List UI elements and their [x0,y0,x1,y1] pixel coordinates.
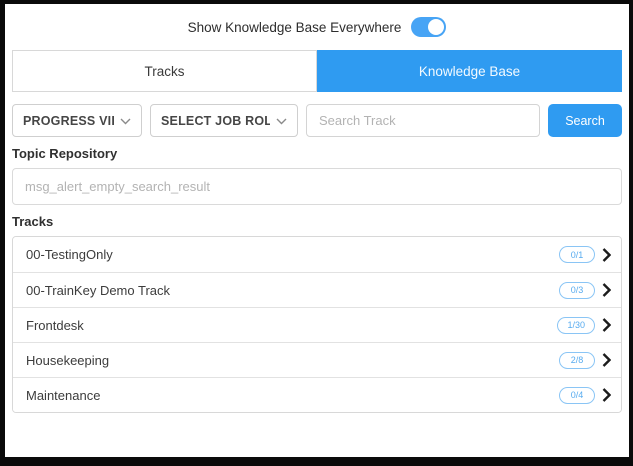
toggle-knob [428,19,445,35]
chevron-down-icon [276,112,287,130]
track-name: Housekeeping [26,352,110,368]
progress-badge: 0/4 [559,386,595,404]
track-name: 00-TestingOnly [26,247,113,262]
tab-tracks[interactable]: Tracks [12,50,317,92]
topic-repository-heading: Topic Repository [12,146,118,161]
track-row-trainkey-demo[interactable]: 00-TrainKey Demo Track 0/3 [13,272,621,307]
kb-everywhere-row: Show Knowledge Base Everywhere [12,15,622,39]
chevron-right-icon [602,283,611,297]
progress-badge: 1/30 [557,316,595,334]
topic-repository-search-input[interactable] [12,168,622,205]
track-row-maintenance[interactable]: Maintenance 0/4 [13,377,621,412]
progress-badge: 0/1 [559,246,595,263]
tab-bar: Tracks Knowledge Base [12,50,622,92]
progress-view-label: PROGRESS VIEW [23,113,114,128]
chevron-right-icon [602,388,611,402]
progress-view-dropdown[interactable]: PROGRESS VIEW [12,104,142,137]
tab-tracks-label: Tracks [144,63,185,79]
tracks-heading: Tracks [12,214,54,229]
track-name: 00-TrainKey Demo Track [26,282,171,298]
job-role-dropdown[interactable]: SELECT JOB ROLE [150,104,298,137]
kb-everywhere-toggle[interactable] [411,17,447,37]
kb-everywhere-label: Show Knowledge Base Everywhere [187,19,402,35]
chevron-down-icon [120,112,131,130]
search-button[interactable]: Search [548,104,622,137]
tab-knowledge-base-label: Knowledge Base [418,63,521,79]
track-row-frontdesk[interactable]: Frontdesk 1/30 [13,307,621,342]
chevron-right-icon [602,247,611,262]
track-name: Frontdesk [26,317,84,333]
progress-badge: 0/3 [559,281,595,299]
track-row-testingonly[interactable]: 00-TestingOnly 0/1 [13,237,621,272]
search-track-input[interactable] [306,104,540,137]
chevron-right-icon [602,318,611,332]
track-row-housekeeping[interactable]: Housekeeping 2/8 [13,342,621,377]
job-role-label: SELECT JOB ROLE [161,113,270,128]
track-list: 00-TestingOnly 0/1 00-TrainKey Demo Trac… [12,236,622,413]
track-name: Maintenance [26,387,101,403]
progress-badge: 2/8 [559,351,595,369]
filter-row: PROGRESS VIEW SELECT JOB ROLE Search [12,104,622,137]
tab-knowledge-base[interactable]: Knowledge Base [317,50,622,92]
chevron-right-icon [602,353,611,367]
